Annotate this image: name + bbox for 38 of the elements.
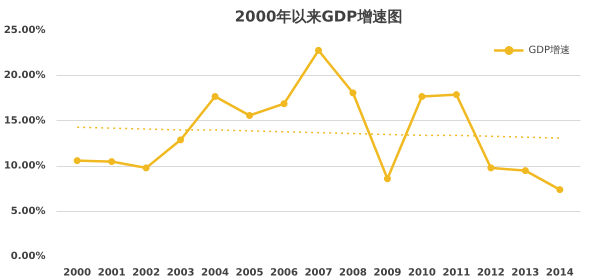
- point: [418, 93, 426, 100]
- y-tick-label: 25.00%: [4, 25, 46, 36]
- point: [487, 164, 494, 172]
- x-tick-label: 2008: [339, 268, 367, 278]
- point: [246, 112, 254, 119]
- x-tick-label: 2011: [442, 268, 470, 278]
- point: [522, 167, 529, 174]
- point: [384, 175, 391, 182]
- x-tick-label: 2006: [270, 268, 298, 278]
- x-tick-label: 2013: [511, 268, 540, 278]
- x-tick-label: 2012: [476, 268, 505, 278]
- point: [212, 93, 219, 100]
- x-tick-label: 2009: [374, 268, 402, 278]
- x-tick-label: 2007: [304, 268, 332, 278]
- chart-title: 2000年以来GDP增速图: [234, 8, 402, 26]
- point: [74, 157, 81, 164]
- point: [452, 91, 460, 98]
- legend-label: GDP增速: [528, 44, 570, 57]
- y-tick-label: 20.00%: [4, 70, 46, 82]
- x-tick-label: 2005: [236, 268, 264, 278]
- point: [349, 89, 356, 96]
- y-tick-label: 5.00%: [10, 206, 46, 217]
- y-tick-label: 10.00%: [4, 160, 46, 172]
- y-tick-label: 0.00%: [10, 251, 46, 262]
- point: [108, 158, 116, 166]
- y-tick-label: 15.00%: [4, 115, 46, 126]
- point: [315, 46, 322, 54]
- x-tick-label: 2014: [546, 268, 574, 278]
- x-tick-label: 2002: [132, 268, 160, 278]
- point: [142, 164, 150, 172]
- x-tick-label: 2010: [408, 268, 436, 278]
- x-tick-label: 2004: [201, 268, 230, 278]
- point: [280, 100, 288, 108]
- x-tick-label: 2000: [63, 268, 92, 278]
- x-tick-label: 2003: [166, 268, 195, 278]
- x-tick-label: 2001: [98, 268, 126, 278]
- point: [556, 186, 564, 194]
- point: [177, 136, 184, 144]
